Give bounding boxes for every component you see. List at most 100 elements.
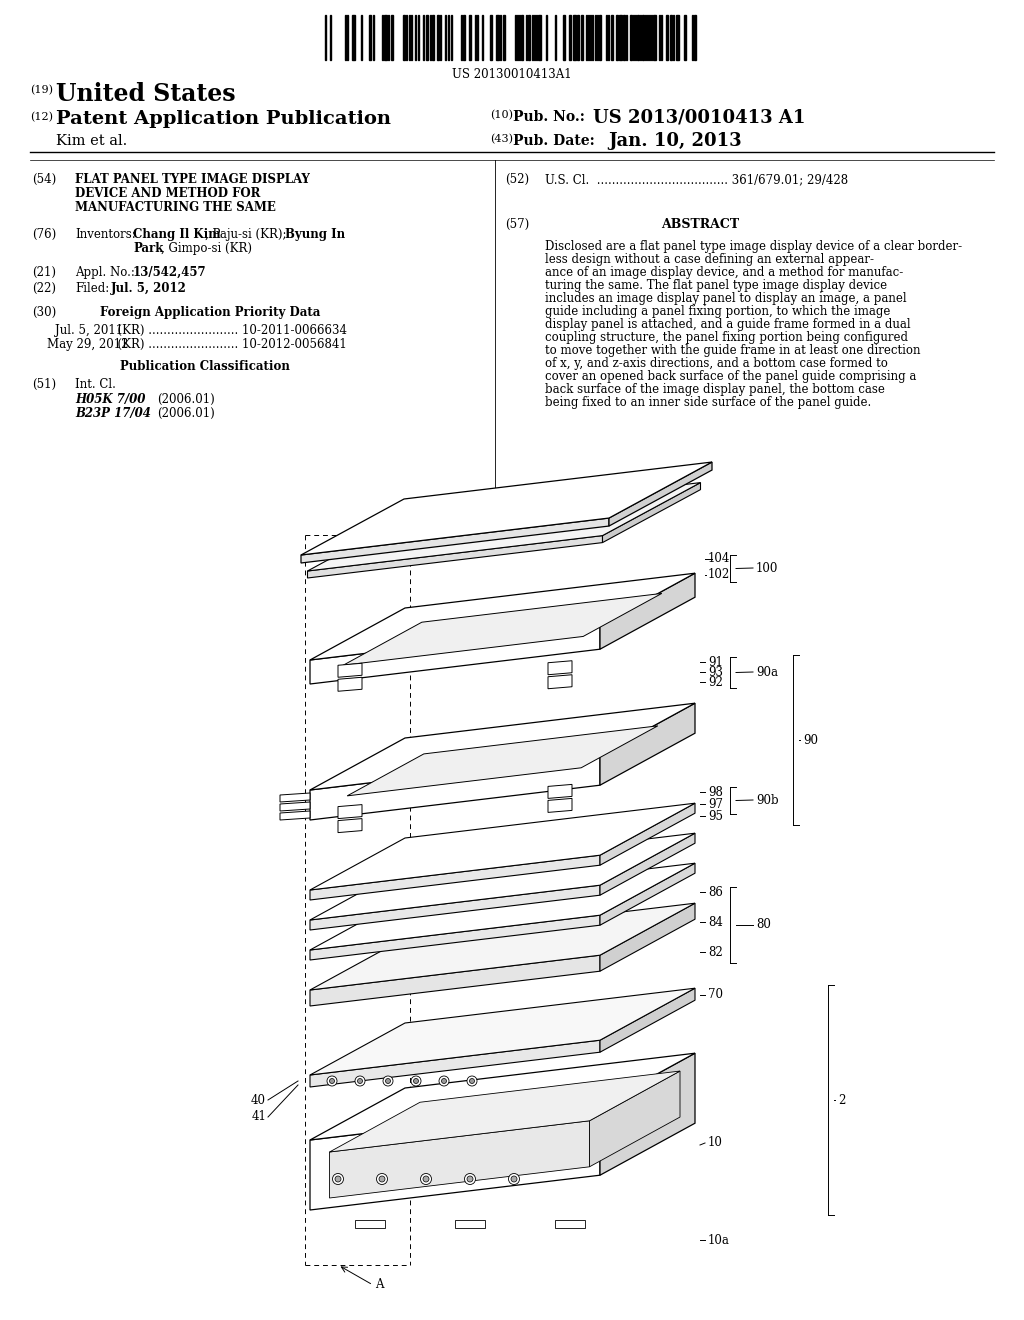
Circle shape bbox=[333, 1173, 343, 1184]
Text: display panel is attached, and a guide frame formed in a dual: display panel is attached, and a guide f… bbox=[545, 318, 910, 331]
Bar bbox=[573, 15, 575, 59]
Circle shape bbox=[327, 1076, 337, 1086]
Bar bbox=[463, 15, 465, 59]
Bar bbox=[555, 1220, 585, 1228]
Text: 84: 84 bbox=[708, 916, 723, 928]
Polygon shape bbox=[307, 483, 700, 572]
Polygon shape bbox=[600, 1053, 695, 1175]
Text: May 29, 2012: May 29, 2012 bbox=[47, 338, 128, 351]
Bar bbox=[355, 1220, 385, 1228]
Bar bbox=[670, 15, 672, 59]
Circle shape bbox=[469, 1078, 474, 1084]
Circle shape bbox=[423, 1176, 429, 1181]
Text: 40: 40 bbox=[251, 1093, 266, 1106]
Text: (76): (76) bbox=[32, 228, 56, 242]
Text: (52): (52) bbox=[505, 173, 529, 186]
Polygon shape bbox=[301, 517, 609, 564]
Text: back surface of the image display panel, the bottom case: back surface of the image display panel,… bbox=[545, 383, 885, 396]
Polygon shape bbox=[548, 675, 572, 689]
Bar bbox=[611, 15, 613, 59]
Text: Kim et al.: Kim et al. bbox=[56, 135, 127, 148]
Text: 93: 93 bbox=[708, 665, 723, 678]
Bar bbox=[694, 15, 696, 59]
Bar bbox=[496, 15, 499, 59]
Text: (30): (30) bbox=[32, 306, 56, 319]
Circle shape bbox=[441, 1078, 446, 1084]
Polygon shape bbox=[609, 462, 712, 527]
Polygon shape bbox=[548, 784, 572, 799]
Text: Jul. 5, 2012: Jul. 5, 2012 bbox=[111, 282, 186, 294]
Polygon shape bbox=[310, 704, 695, 789]
Text: 82: 82 bbox=[708, 945, 723, 958]
Text: MANUFACTURING THE SAME: MANUFACTURING THE SAME bbox=[75, 201, 275, 214]
Bar bbox=[684, 15, 686, 59]
Text: 80: 80 bbox=[756, 919, 771, 932]
Bar bbox=[369, 15, 371, 59]
Text: Filed:: Filed: bbox=[75, 282, 110, 294]
Text: , Paju-si (KR);: , Paju-si (KR); bbox=[205, 228, 287, 242]
Bar bbox=[630, 15, 632, 59]
Text: 92: 92 bbox=[708, 676, 723, 689]
Bar bbox=[599, 15, 601, 59]
Bar bbox=[384, 15, 387, 59]
Polygon shape bbox=[310, 1105, 600, 1210]
Text: Inventors:: Inventors: bbox=[75, 228, 136, 242]
Bar bbox=[521, 15, 523, 59]
Circle shape bbox=[357, 1078, 362, 1084]
Text: Pub. No.:: Pub. No.: bbox=[513, 110, 585, 124]
Text: Byung In: Byung In bbox=[285, 228, 345, 242]
Text: United States: United States bbox=[56, 82, 236, 106]
Polygon shape bbox=[338, 805, 362, 818]
Bar bbox=[569, 15, 571, 59]
Polygon shape bbox=[600, 863, 695, 925]
Text: 10: 10 bbox=[708, 1137, 723, 1150]
Text: (KR) ........................ 10-2012-0056841: (KR) ........................ 10-2012-00… bbox=[110, 338, 347, 351]
Text: Chang Il Kim: Chang Il Kim bbox=[133, 228, 220, 242]
Polygon shape bbox=[280, 803, 310, 810]
Text: 2: 2 bbox=[838, 1093, 846, 1106]
Text: guide including a panel fixing portion, to which the image: guide including a panel fixing portion, … bbox=[545, 305, 891, 318]
Text: (21): (21) bbox=[32, 267, 56, 279]
Polygon shape bbox=[310, 803, 695, 890]
Polygon shape bbox=[307, 536, 602, 578]
Text: includes an image display panel to display an image, a panel: includes an image display panel to displ… bbox=[545, 292, 906, 305]
Polygon shape bbox=[600, 704, 695, 785]
Circle shape bbox=[421, 1173, 431, 1184]
Text: , Gimpo-si (KR): , Gimpo-si (KR) bbox=[161, 242, 252, 255]
Polygon shape bbox=[600, 803, 695, 865]
Bar bbox=[528, 15, 530, 59]
Polygon shape bbox=[347, 726, 657, 796]
Bar bbox=[623, 15, 625, 59]
Polygon shape bbox=[310, 1053, 695, 1140]
Text: (2006.01): (2006.01) bbox=[157, 407, 215, 420]
Text: A: A bbox=[375, 1279, 384, 1291]
Bar bbox=[432, 15, 434, 59]
Bar bbox=[637, 15, 639, 59]
Circle shape bbox=[467, 1076, 477, 1086]
Polygon shape bbox=[600, 989, 695, 1052]
Circle shape bbox=[467, 1176, 473, 1181]
Text: 10a: 10a bbox=[708, 1233, 730, 1246]
Polygon shape bbox=[280, 793, 310, 803]
Bar bbox=[352, 15, 355, 59]
Polygon shape bbox=[310, 1040, 600, 1086]
Text: 104: 104 bbox=[708, 553, 730, 565]
Bar bbox=[618, 15, 622, 59]
Bar bbox=[437, 15, 439, 59]
Text: being fixed to an inner side surface of the panel guide.: being fixed to an inner side surface of … bbox=[545, 396, 871, 409]
Text: 91: 91 bbox=[708, 656, 723, 668]
Text: Publication Classification: Publication Classification bbox=[120, 360, 290, 374]
Circle shape bbox=[330, 1078, 335, 1084]
Text: 13/542,457: 13/542,457 bbox=[133, 267, 207, 279]
Bar bbox=[581, 15, 583, 59]
Bar bbox=[490, 15, 492, 59]
Circle shape bbox=[355, 1076, 365, 1086]
Polygon shape bbox=[280, 810, 310, 820]
Text: B23P 17/04: B23P 17/04 bbox=[75, 407, 151, 420]
Text: FLAT PANEL TYPE IMAGE DISPLAY: FLAT PANEL TYPE IMAGE DISPLAY bbox=[75, 173, 310, 186]
Circle shape bbox=[385, 1078, 390, 1084]
Text: 90b: 90b bbox=[756, 793, 778, 807]
Text: 97: 97 bbox=[708, 797, 723, 810]
Text: cover an opened back surface of the panel guide comprising a: cover an opened back surface of the pane… bbox=[545, 370, 916, 383]
Circle shape bbox=[465, 1173, 475, 1184]
